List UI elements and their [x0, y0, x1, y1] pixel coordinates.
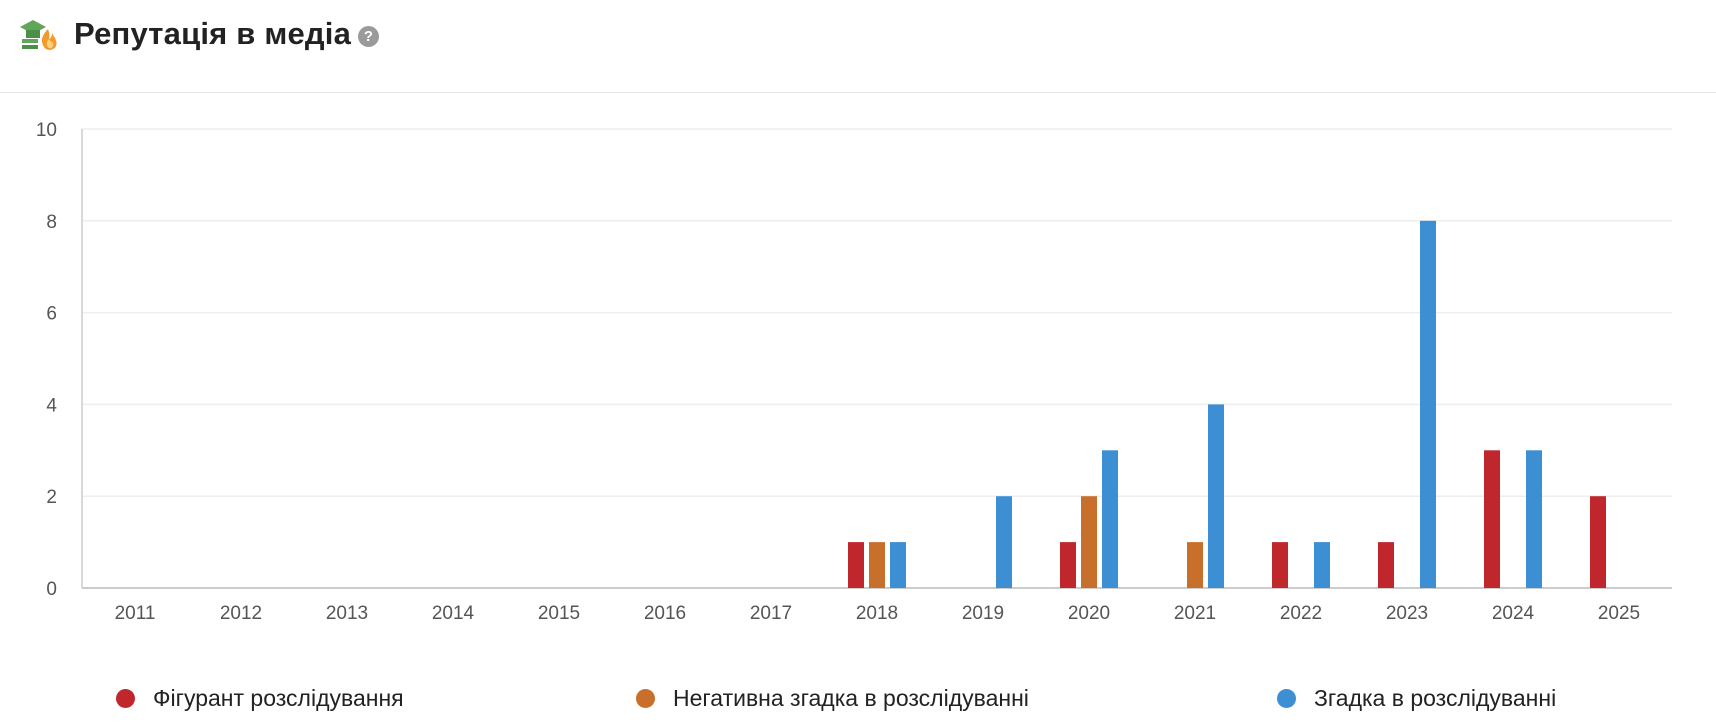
x-tick-label: 2020 — [1068, 603, 1110, 624]
bar-series-1 — [1484, 450, 1500, 588]
bar-series-3 — [1208, 404, 1224, 588]
bar-series-3 — [1526, 450, 1542, 588]
x-tick-label: 2012 — [220, 603, 262, 624]
y-tick-label: 4 — [46, 395, 57, 416]
bar-series-2 — [1081, 496, 1097, 588]
legend-item-negative[interactable]: Негативна згадка в розслідуванні — [636, 680, 1029, 716]
bar-series-1 — [1060, 542, 1076, 588]
bar-series-2 — [1187, 542, 1203, 588]
x-tick-label: 2022 — [1280, 603, 1322, 624]
legend-item-figurant[interactable]: Фігурант розслідування — [116, 680, 404, 716]
x-tick-label: 2025 — [1598, 603, 1640, 624]
y-tick-label: 10 — [36, 120, 57, 141]
x-tick-label: 2018 — [856, 603, 898, 624]
legend-label-negative: Негативна згадка в розслідуванні — [673, 684, 1029, 711]
legend-marker-figurant — [116, 688, 135, 708]
x-tick-label: 2023 — [1386, 603, 1428, 624]
x-tick-label: 2013 — [326, 603, 368, 624]
y-tick-label: 0 — [46, 579, 57, 600]
bar-series-3 — [996, 496, 1012, 588]
bar-series-1 — [1590, 496, 1606, 588]
x-tick-label: 2011 — [115, 603, 156, 624]
x-tick-label: 2014 — [432, 603, 475, 624]
x-tick-label: 2015 — [538, 603, 580, 624]
legend-marker-negative — [636, 688, 655, 708]
bar-series-3 — [1420, 220, 1436, 589]
x-tick-label: 2017 — [750, 603, 792, 624]
page-title: Репутація в медіа — [74, 16, 352, 51]
legend-marker-mention — [1277, 688, 1296, 708]
x-tick-label: 2019 — [962, 603, 1004, 624]
graduation-cap-fire-icon — [20, 20, 57, 50]
bar-series-2 — [869, 542, 885, 588]
help-icon[interactable]: ? — [358, 26, 379, 47]
bar-series-3 — [1314, 542, 1330, 588]
bar-series-1 — [1272, 542, 1288, 588]
x-tick-label: 2016 — [644, 603, 686, 624]
y-tick-label: 6 — [46, 304, 57, 325]
widget-header: Репутація в медіа ? — [0, 0, 1716, 93]
bar-series-3 — [1102, 450, 1118, 588]
legend-label-mention: Згадка в розслідуванні — [1314, 684, 1557, 711]
legend-item-mention[interactable]: Згадка в розслідуванні — [1277, 680, 1556, 716]
y-tick-label: 8 — [46, 212, 57, 233]
x-tick-label: 2024 — [1492, 603, 1535, 624]
y-tick-label: 2 — [46, 487, 57, 508]
bar-series-1 — [848, 542, 864, 588]
chart-legend: Фігурант розслідування Негативна згадка … — [0, 680, 1716, 720]
bar-chart: 0 2 4 6 8 10 2011 2012 2013 2014 2015 2016 2017 2018 2… — [36, 120, 1672, 624]
bar-series-3 — [890, 542, 906, 588]
x-tick-label: 2021 — [1174, 603, 1216, 624]
bar-series-1 — [1378, 542, 1394, 588]
legend-label-figurant: Фігурант розслідування — [153, 684, 404, 711]
